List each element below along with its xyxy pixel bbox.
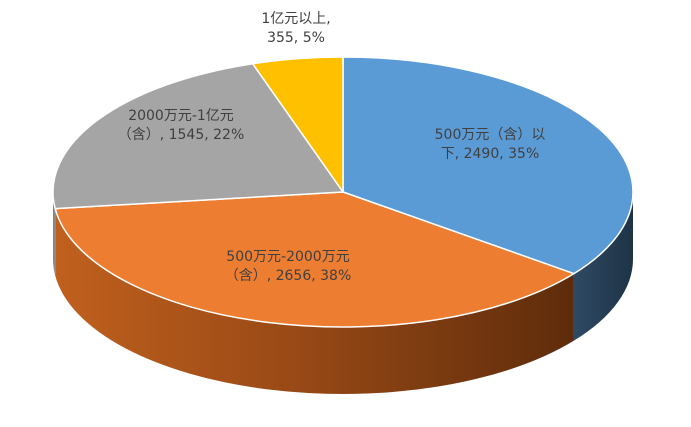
- slice-1-top: [342, 56, 634, 275]
- slice-2-data-label-line: （含）, 2656, 38%: [225, 268, 352, 284]
- slice-1-data-label-line: 下, 2490, 35%: [441, 146, 540, 162]
- slice-1-data-label: 500万元（含）以下, 2490, 35%: [435, 127, 546, 162]
- slice-3-top: [52, 62, 344, 210]
- slice-3-data-label-line: 2000万元-1亿元: [128, 108, 234, 124]
- slice-2-side: [55, 208, 574, 394]
- pie-tops: [52, 56, 634, 328]
- pie-labels: 500万元（含）以下, 2490, 35% 500万元-2000万元 （含）, 26…: [118, 11, 546, 284]
- slice-1-side: [573, 192, 633, 341]
- slice-3-data-label-line: （含）, 1545, 22%: [118, 127, 245, 143]
- slice-4-data-label-line: 1亿元以上,: [261, 11, 330, 27]
- slice-1-data-label-line: 500万元（含）以: [435, 127, 546, 143]
- slice-4-top: [251, 56, 344, 193]
- slice-3-side: [53, 192, 56, 276]
- slice-2-top: [54, 191, 575, 328]
- slice-2-data-label-line: 500万元-2000万元: [226, 249, 349, 265]
- slice-4-data-label-line: 355, 5%: [267, 30, 325, 46]
- slice-3-data-label: 2000万元-1亿元 （含）, 1545, 22%: [118, 108, 245, 143]
- pie-sides: [53, 192, 633, 394]
- slice-4-data-label: 1亿元以上, 355, 5%: [261, 11, 330, 46]
- slice-2-data-label: 500万元-2000万元 （含）, 2656, 38%: [225, 249, 352, 284]
